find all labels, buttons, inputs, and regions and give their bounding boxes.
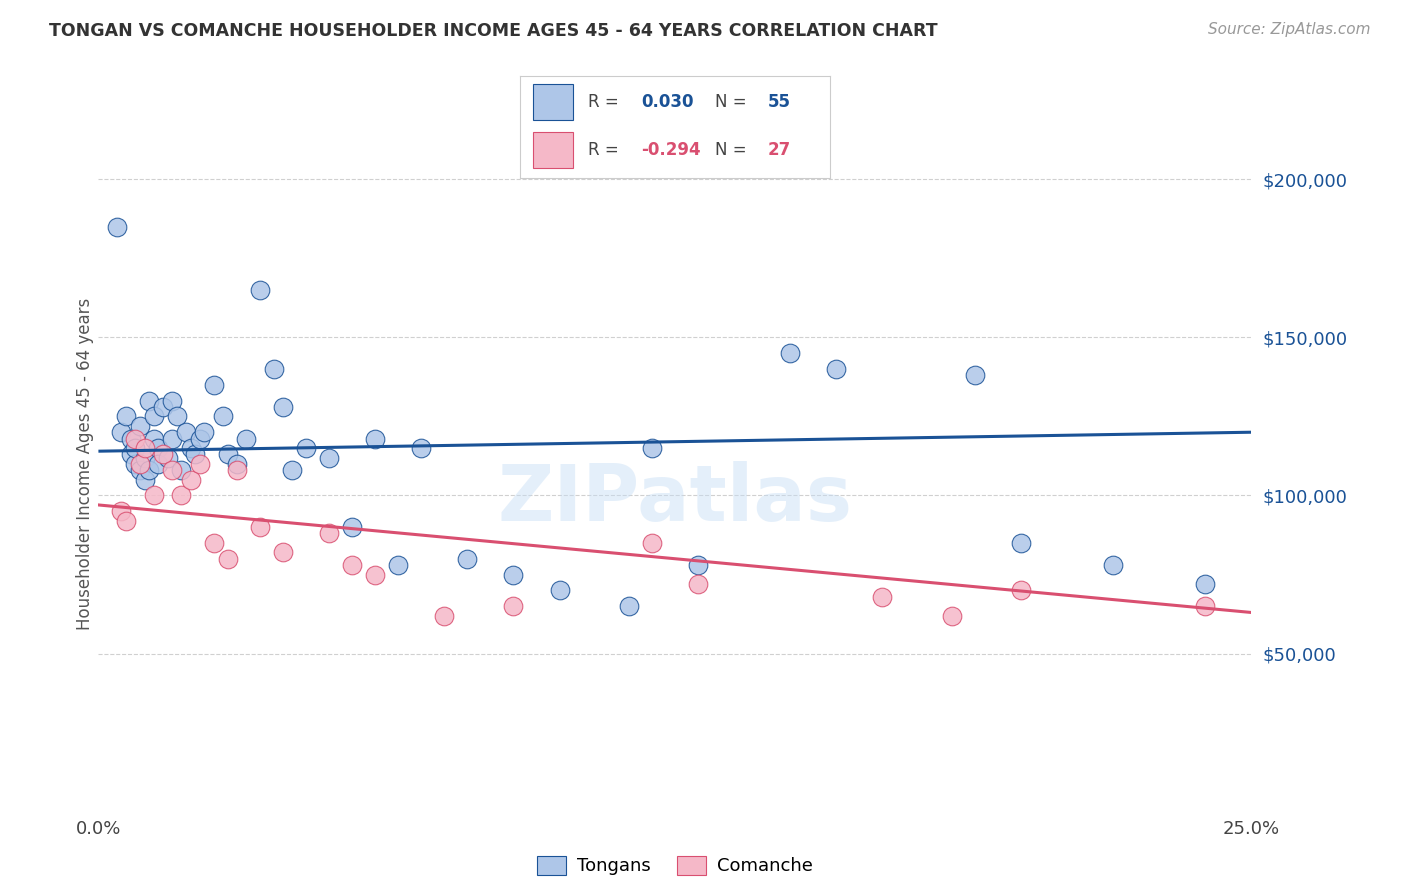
Point <box>120 447 142 461</box>
Point <box>502 599 524 614</box>
Y-axis label: Householder Income Ages 45 - 64 years: Householder Income Ages 45 - 64 years <box>76 298 94 630</box>
Point <box>548 583 571 598</box>
Point <box>138 393 160 408</box>
Point <box>115 409 138 424</box>
Point <box>225 457 247 471</box>
Text: R =: R = <box>588 93 619 111</box>
Point <box>156 450 179 465</box>
Legend: Tongans, Comanche: Tongans, Comanche <box>530 848 820 883</box>
Point <box>180 473 202 487</box>
Point <box>148 457 170 471</box>
Point <box>105 219 128 234</box>
Point <box>142 409 165 424</box>
Point <box>138 463 160 477</box>
Text: N =: N = <box>716 141 747 159</box>
Point <box>170 463 193 477</box>
Point <box>641 536 664 550</box>
Point <box>129 463 152 477</box>
Point <box>235 432 257 446</box>
Point <box>152 400 174 414</box>
Point <box>456 551 478 566</box>
Point <box>411 441 433 455</box>
Point <box>160 432 183 446</box>
Point <box>124 457 146 471</box>
Point <box>217 447 239 461</box>
Point <box>166 409 188 424</box>
Point <box>249 520 271 534</box>
FancyBboxPatch shape <box>533 132 572 168</box>
Point <box>295 441 318 455</box>
Point <box>364 432 387 446</box>
Point <box>124 441 146 455</box>
Point <box>110 504 132 518</box>
Point <box>180 441 202 455</box>
Text: 27: 27 <box>768 141 792 159</box>
Point <box>124 432 146 446</box>
Point <box>188 432 211 446</box>
Text: 0.030: 0.030 <box>641 93 693 111</box>
Point <box>502 567 524 582</box>
Point <box>193 425 215 440</box>
Point <box>134 450 156 465</box>
Point <box>641 441 664 455</box>
Point <box>263 362 285 376</box>
Point <box>617 599 640 614</box>
Point <box>1010 536 1032 550</box>
Point <box>160 393 183 408</box>
Text: N =: N = <box>716 93 747 111</box>
Point <box>148 441 170 455</box>
Point <box>134 473 156 487</box>
Point <box>129 457 152 471</box>
Point <box>212 409 235 424</box>
Point <box>188 457 211 471</box>
Point <box>184 447 207 461</box>
Point <box>686 577 709 591</box>
Point <box>963 368 986 383</box>
Point <box>110 425 132 440</box>
Point <box>1194 577 1216 591</box>
Point <box>129 418 152 433</box>
Point <box>170 488 193 502</box>
Point <box>686 558 709 572</box>
Point <box>340 558 363 572</box>
Point <box>340 520 363 534</box>
Point <box>152 447 174 461</box>
Point <box>160 463 183 477</box>
Point <box>115 514 138 528</box>
Point <box>174 425 197 440</box>
Point <box>779 346 801 360</box>
Point <box>318 526 340 541</box>
Text: 55: 55 <box>768 93 790 111</box>
Point <box>825 362 848 376</box>
Text: ZIPatlas: ZIPatlas <box>498 460 852 537</box>
FancyBboxPatch shape <box>533 84 572 120</box>
Point <box>249 283 271 297</box>
Point <box>433 608 456 623</box>
Point <box>364 567 387 582</box>
Point <box>941 608 963 623</box>
Text: R =: R = <box>588 141 619 159</box>
Point <box>142 432 165 446</box>
Point <box>120 432 142 446</box>
Point <box>202 536 225 550</box>
Point <box>225 463 247 477</box>
Text: Source: ZipAtlas.com: Source: ZipAtlas.com <box>1208 22 1371 37</box>
Point <box>872 590 894 604</box>
Point <box>281 463 304 477</box>
Point <box>217 551 239 566</box>
Point <box>142 488 165 502</box>
Point <box>134 441 156 455</box>
Text: TONGAN VS COMANCHE HOUSEHOLDER INCOME AGES 45 - 64 YEARS CORRELATION CHART: TONGAN VS COMANCHE HOUSEHOLDER INCOME AG… <box>49 22 938 40</box>
Point <box>202 377 225 392</box>
Point <box>1010 583 1032 598</box>
Point <box>387 558 409 572</box>
Text: -0.294: -0.294 <box>641 141 700 159</box>
Point <box>318 450 340 465</box>
Point <box>271 545 294 559</box>
Point <box>271 400 294 414</box>
Point <box>1194 599 1216 614</box>
Point <box>1102 558 1125 572</box>
